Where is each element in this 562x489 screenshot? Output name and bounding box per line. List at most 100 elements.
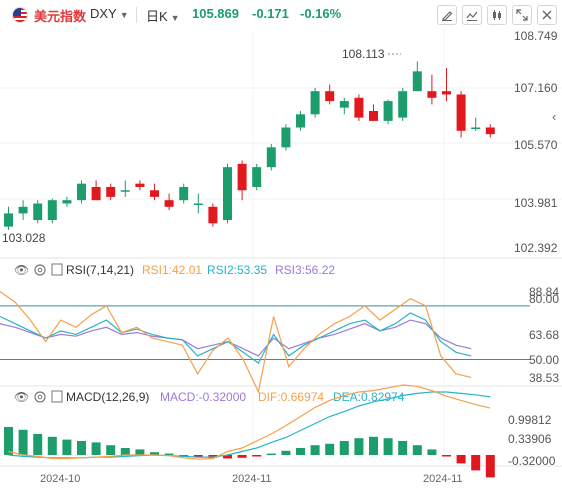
macd-bar [62,439,72,455]
chart-area[interactable]: 108.749 107.160 105.570 103.981 102.392 108.… [0,30,562,489]
candle-body [412,71,422,92]
indicator-icon [466,11,478,21]
candle-body [354,97,364,118]
candle-body [120,190,130,192]
macd-bar [33,434,43,455]
indicator-box-icon[interactable] [51,263,63,276]
rsi-title: RSI(7,14,21) [66,263,134,277]
macd-bar [223,455,232,459]
macd-bar [135,449,145,455]
candle-body [77,183,86,201]
last-price: 105.869 [192,6,239,21]
macd-bar [485,455,495,478]
rsi3-value: RSI3:56.22 [275,263,335,277]
dif-line [8,384,491,460]
candle-style-button[interactable] [487,5,507,25]
candles [4,61,495,230]
rsi-tick-label: 50.00 [529,353,559,367]
candle-body [150,190,159,197]
candle-body [135,183,145,187]
candle-body [252,167,262,187]
price-change: -0.171 [252,6,289,21]
rsi-tick-label: 63.68 [529,328,559,342]
candle-body [18,206,28,214]
macd-bar [354,438,364,455]
eye-icon[interactable]: 👁 [14,263,29,277]
macd-bar [47,436,57,455]
candle-body [442,91,451,95]
toolbar: 美元指数 DXY ▼ 日K ▼ 105.869 -0.171 -0.16% [0,0,562,30]
candle-body [4,213,13,227]
eye-icon[interactable]: 👁 [14,390,29,404]
candle-body [164,200,174,207]
rsi-tick-label: 38.53 [529,371,559,385]
rsi2-line [0,312,472,364]
macd-bar [252,455,262,457]
macd-bar [179,455,189,457]
macd-bar [106,445,116,455]
candle-body [310,91,320,115]
macd-bar [296,448,305,455]
rsi2-value: RSI2:53.35 [207,263,267,277]
rsi-tick-label: 88.84 [529,285,559,299]
macd-value: MACD:-0.32000 [160,390,246,404]
macd-bar [4,427,13,455]
macd-panel: 0.99812 0.33906 -0.32000 [4,384,556,478]
gear-icon[interactable] [34,264,46,276]
x-axis-label: 2024-10 [40,473,80,485]
macd-bar [164,453,174,456]
close-button[interactable] [537,5,557,25]
instrument-name[interactable]: 美元指数 [34,9,87,24]
candle-body [471,127,481,130]
rsi1-value: RSI1:42.01 [142,263,202,277]
candle-body [237,163,247,191]
macd-bar [369,436,378,455]
candle-body [62,200,72,204]
candle-body [456,94,466,131]
dif-value: DIF:0.66974 [258,390,324,404]
rsi-tick-label: 80.00 [529,292,559,306]
pen-icon [442,11,453,21]
price-tick-label: 107.160 [514,81,558,95]
expand-button[interactable] [512,5,532,25]
rsi1-line [0,291,472,394]
candle-body [383,101,393,121]
gear-icon[interactable] [34,391,46,403]
chevron-down-icon: ▼ [170,13,180,23]
grid [0,30,562,467]
macd-tick-label: -0.32000 [508,454,556,468]
macd-bar [398,441,408,455]
chevron-left-icon[interactable]: ‹ [552,109,556,124]
candle-body [325,91,335,102]
price-axis: 108.749 107.160 105.570 103.981 102.392 [514,30,558,255]
indicator-button[interactable] [462,5,482,25]
divider [136,7,137,23]
candle-body [33,203,43,221]
candle-body [208,206,218,224]
indicator-box-icon[interactable] [51,390,63,403]
close-icon [542,10,552,20]
x-axis-label: 2024-11 [232,473,272,485]
macd-bar [412,445,422,455]
candle-body [398,91,408,118]
candle-body [106,186,116,197]
x-axis-label: 2024-11 [423,473,463,485]
candle-body [193,203,203,205]
macd-bar [77,441,86,455]
candlestick-icon [493,10,501,20]
draw-line-button[interactable] [437,5,457,25]
high-annotation: 108.113 [342,47,385,61]
macd-bar [325,443,335,455]
macd-bar [442,455,451,457]
macd-bar [427,449,437,455]
period-label: 日K [146,9,168,24]
symbol-selector[interactable]: DXY ▼ [90,6,129,21]
macd-bar [339,441,349,455]
candle-body [296,114,305,128]
price-change-pct: -0.16% [300,6,342,21]
period-selector[interactable]: 日K ▼ [146,6,180,25]
candle-body [369,110,378,121]
expand-icon [516,9,528,21]
chevron-down-icon: ▼ [119,10,129,20]
